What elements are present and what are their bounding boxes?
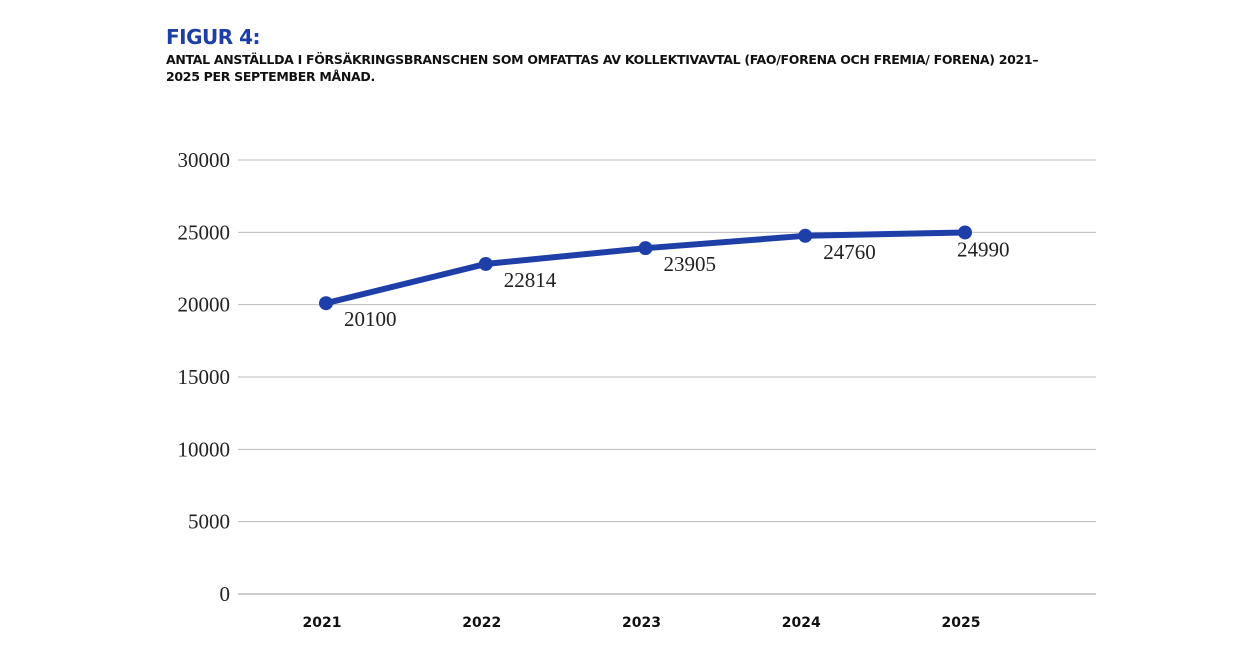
data-label: 22814 — [504, 268, 557, 292]
x-tick-label: 2023 — [622, 615, 661, 631]
x-tick-label: 2022 — [462, 615, 501, 631]
x-tick-label: 2021 — [303, 615, 342, 631]
y-tick-label: 30000 — [178, 148, 231, 172]
y-tick-label: 15000 — [178, 365, 231, 389]
y-tick-label: 10000 — [178, 437, 231, 461]
data-point — [319, 296, 333, 311]
data-label: 20100 — [344, 307, 397, 331]
data-point — [958, 225, 972, 240]
chart-title: FIGUR 4: — [166, 25, 261, 49]
data-point — [638, 241, 653, 256]
x-tick-label: 2024 — [782, 615, 821, 631]
data-label: 24760 — [823, 240, 876, 264]
y-tick-label: 25000 — [178, 220, 231, 244]
data-point — [478, 256, 493, 271]
data-label: 23905 — [664, 252, 717, 276]
y-tick-label: 0 — [220, 582, 231, 606]
y-tick-label: 5000 — [188, 510, 230, 534]
chart-subtitle: ANTAL ANSTÄLLDA I FÖRSÄKRINGSBRANSCHEN S… — [166, 52, 1039, 84]
data-label: 24990 — [957, 237, 1010, 261]
y-tick-label: 20000 — [178, 293, 231, 317]
data-point — [798, 228, 813, 243]
x-tick-label: 2025 — [942, 615, 981, 631]
